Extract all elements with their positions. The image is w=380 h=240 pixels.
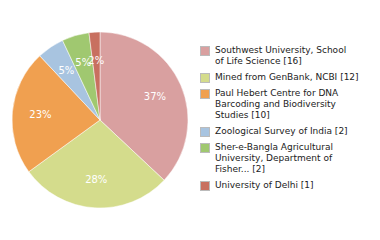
html-text:Mined from GenBank, NCBI [12]: Mined from GenBank, NCBI [12]	[215, 71, 359, 82]
svg-text:23%: 23%	[29, 109, 51, 120]
svg-text:2%: 2%	[88, 55, 104, 66]
svg-text:5%: 5%	[58, 65, 74, 76]
html-text:University of Delhi [1]: University of Delhi [1]	[215, 179, 314, 190]
html-text:Southwest University, School o: Southwest University, School of Life Sci…	[215, 44, 347, 66]
html-text:Paul Hebert Centre for DNA Bar: Paul Hebert Centre for DNA Barcoding and…	[215, 87, 339, 120]
svg-text:5%: 5%	[75, 57, 92, 68]
svg-text:28%: 28%	[85, 174, 107, 185]
html-text:Zoological Survey of India [2]: Zoological Survey of India [2]	[215, 125, 348, 136]
svg-text:37%: 37%	[144, 91, 166, 102]
html-text:Sher-e-Bangla Agricultural Uni: Sher-e-Bangla Agricultural University, D…	[215, 141, 333, 174]
